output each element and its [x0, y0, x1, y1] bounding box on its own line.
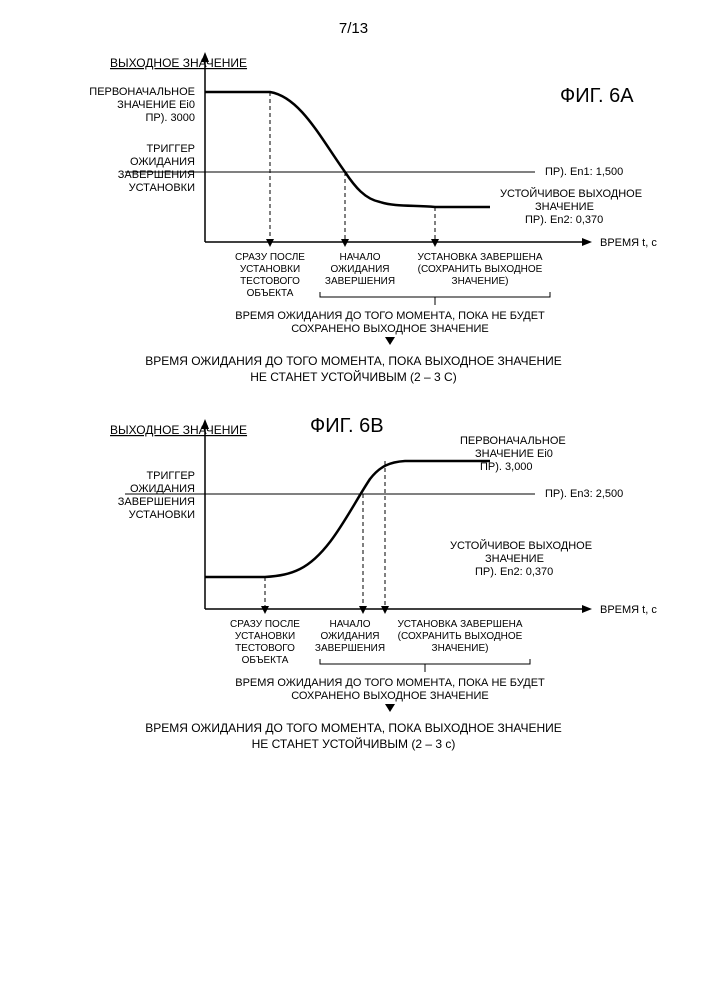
page-number: 7/13	[20, 20, 687, 37]
stable-label-b-3: ПР). En2: 0,370	[475, 566, 553, 578]
trigger-label-b-1: ТРИГГЕР	[146, 470, 195, 482]
down-arrow-a	[385, 337, 395, 345]
xtick1-a-3: ТЕСТОВОГО	[240, 276, 300, 287]
curve-b	[205, 461, 490, 577]
xtick1-b-4: ОБЪЕКТА	[242, 655, 289, 666]
trigger-label-b-3: ЗАВЕРШЕНИЯ	[118, 496, 195, 508]
xtick3-b-3: ЗНАЧЕНИЕ)	[432, 643, 489, 654]
xtick3-a-2: (СОХРАНИТЬ ВЫХОДНОЕ	[418, 264, 543, 275]
caption1-a-1: ВРЕМЯ ОЖИДАНИЯ ДО ТОГО МОМЕНТА, ПОКА НЕ …	[235, 310, 545, 322]
initial-label-a-2: ЗНАЧЕНИЕ Ei0	[117, 99, 195, 111]
figure-6a: ВЫХОДНОЕ ЗНАЧЕНИЕ ФИГ. 6A ВРЕМЯ t, с ПЕР…	[20, 47, 687, 384]
dash2-arrow-a	[341, 239, 349, 247]
xtick2-a-3: ЗАВЕРШЕНИЯ	[325, 276, 395, 287]
bracket-b	[320, 659, 530, 664]
en3-label-b: ПР). En3: 2,500	[545, 488, 623, 500]
xtick1-a-1: СРАЗУ ПОСЛЕ	[235, 252, 305, 263]
trigger-label-a-2: ОЖИДАНИЯ	[130, 156, 195, 168]
xtick2-b-3: ЗАВЕРШЕНИЯ	[315, 643, 385, 654]
xtick1-b-1: СРАЗУ ПОСЛЕ	[230, 619, 300, 630]
dash1-arrow-a	[266, 239, 274, 247]
initial-label-b-1: ПЕРВОНАЧАЛЬНОЕ	[460, 435, 566, 447]
en1-label-a: ПР). En1: 1,500	[545, 166, 623, 178]
caption2-a-2: НЕ СТАНЕТ УСТОЙЧИВЫМ (2 – 3 С)	[20, 370, 687, 384]
stable-label-a-3: ПР). En2: 0,370	[525, 214, 603, 226]
fig-label-a: ФИГ. 6A	[560, 85, 634, 107]
xtick2-a-1: НАЧАЛО	[339, 252, 380, 263]
stable-label-a-2: ЗНАЧЕНИЕ	[535, 201, 594, 213]
x-axis-title-a: ВРЕМЯ t, с	[600, 237, 657, 249]
y-axis-title-b: ВЫХОДНОЕ ЗНАЧЕНИЕ	[110, 423, 247, 437]
fig-label-b: ФИГ. 6B	[310, 415, 384, 437]
dash3-arrow-b	[381, 606, 389, 614]
curve-a	[205, 92, 490, 207]
xtick1-a-2: УСТАНОВКИ	[240, 264, 300, 275]
x-axis-arrow-a	[582, 238, 592, 246]
stable-label-a-1: УСТОЙЧИВОЕ ВЫХОДНОЕ	[500, 187, 642, 200]
initial-label-a-3: ПР). 3000	[146, 112, 196, 124]
xtick3-a-1: УСТАНОВКА ЗАВЕРШЕНА	[417, 252, 542, 263]
dash1-arrow-b	[261, 606, 269, 614]
x-axis-arrow-b	[582, 605, 592, 613]
initial-label-a-1: ПЕРВОНАЧАЛЬНОЕ	[89, 86, 195, 98]
caption2-b-1: ВРЕМЯ ОЖИДАНИЯ ДО ТОГО МОМЕНТА, ПОКА ВЫХ…	[20, 721, 687, 735]
caption2-a-1: ВРЕМЯ ОЖИДАНИЯ ДО ТОГО МОМЕНТА, ПОКА ВЫХ…	[20, 354, 687, 368]
chart-6a: ВЫХОДНОЕ ЗНАЧЕНИЕ ФИГ. 6A ВРЕМЯ t, с ПЕР…	[20, 47, 687, 347]
trigger-label-b-4: УСТАНОВКИ	[129, 509, 195, 521]
xtick3-b-2: (СОХРАНИТЬ ВЫХОДНОЕ	[398, 631, 523, 642]
bracket-a	[320, 292, 550, 297]
xtick2-a-2: ОЖИДАНИЯ	[330, 264, 389, 275]
trigger-label-a-4: УСТАНОВКИ	[129, 182, 195, 194]
trigger-label-a-1: ТРИГГЕР	[146, 143, 195, 155]
xtick3-a-3: ЗНАЧЕНИЕ)	[452, 276, 509, 287]
xtick1-b-2: УСТАНОВКИ	[235, 631, 295, 642]
dash2-arrow-b	[359, 606, 367, 614]
xtick2-b-2: ОЖИДАНИЯ	[320, 631, 379, 642]
stable-label-b-1: УСТОЙЧИВОЕ ВЫХОДНОЕ	[450, 539, 592, 552]
dash3-arrow-a	[431, 239, 439, 247]
caption1-b-1: ВРЕМЯ ОЖИДАНИЯ ДО ТОГО МОМЕНТА, ПОКА НЕ …	[235, 677, 545, 689]
trigger-label-a-3: ЗАВЕРШЕНИЯ	[118, 169, 195, 181]
x-axis-title-b: ВРЕМЯ t, с	[600, 604, 657, 616]
initial-label-b-3: ПР). 3,000	[480, 461, 533, 473]
stable-label-b-2: ЗНАЧЕНИЕ	[485, 553, 544, 565]
figure-6b: ВЫХОДНОЕ ЗНАЧЕНИЕ ФИГ. 6B ВРЕМЯ t, с ПЕР…	[20, 414, 687, 751]
xtick2-b-1: НАЧАЛО	[329, 619, 370, 630]
caption1-a-2: СОХРАНЕНО ВЫХОДНОЕ ЗНАЧЕНИЕ	[291, 323, 489, 335]
caption2-b-2: НЕ СТАНЕТ УСТОЙЧИВЫМ (2 – 3 с)	[20, 737, 687, 751]
xtick1-b-3: ТЕСТОВОГО	[235, 643, 295, 654]
chart-6b: ВЫХОДНОЕ ЗНАЧЕНИЕ ФИГ. 6B ВРЕМЯ t, с ПЕР…	[20, 414, 687, 714]
y-axis-title-a: ВЫХОДНОЕ ЗНАЧЕНИЕ	[110, 56, 247, 70]
caption1-b-2: СОХРАНЕНО ВЫХОДНОЕ ЗНАЧЕНИЕ	[291, 690, 489, 702]
down-arrow-b	[385, 704, 395, 712]
xtick3-b-1: УСТАНОВКА ЗАВЕРШЕНА	[397, 619, 522, 630]
initial-label-b-2: ЗНАЧЕНИЕ Ei0	[475, 448, 553, 460]
trigger-label-b-2: ОЖИДАНИЯ	[130, 483, 195, 495]
xtick1-a-4: ОБЪЕКТА	[247, 288, 294, 299]
